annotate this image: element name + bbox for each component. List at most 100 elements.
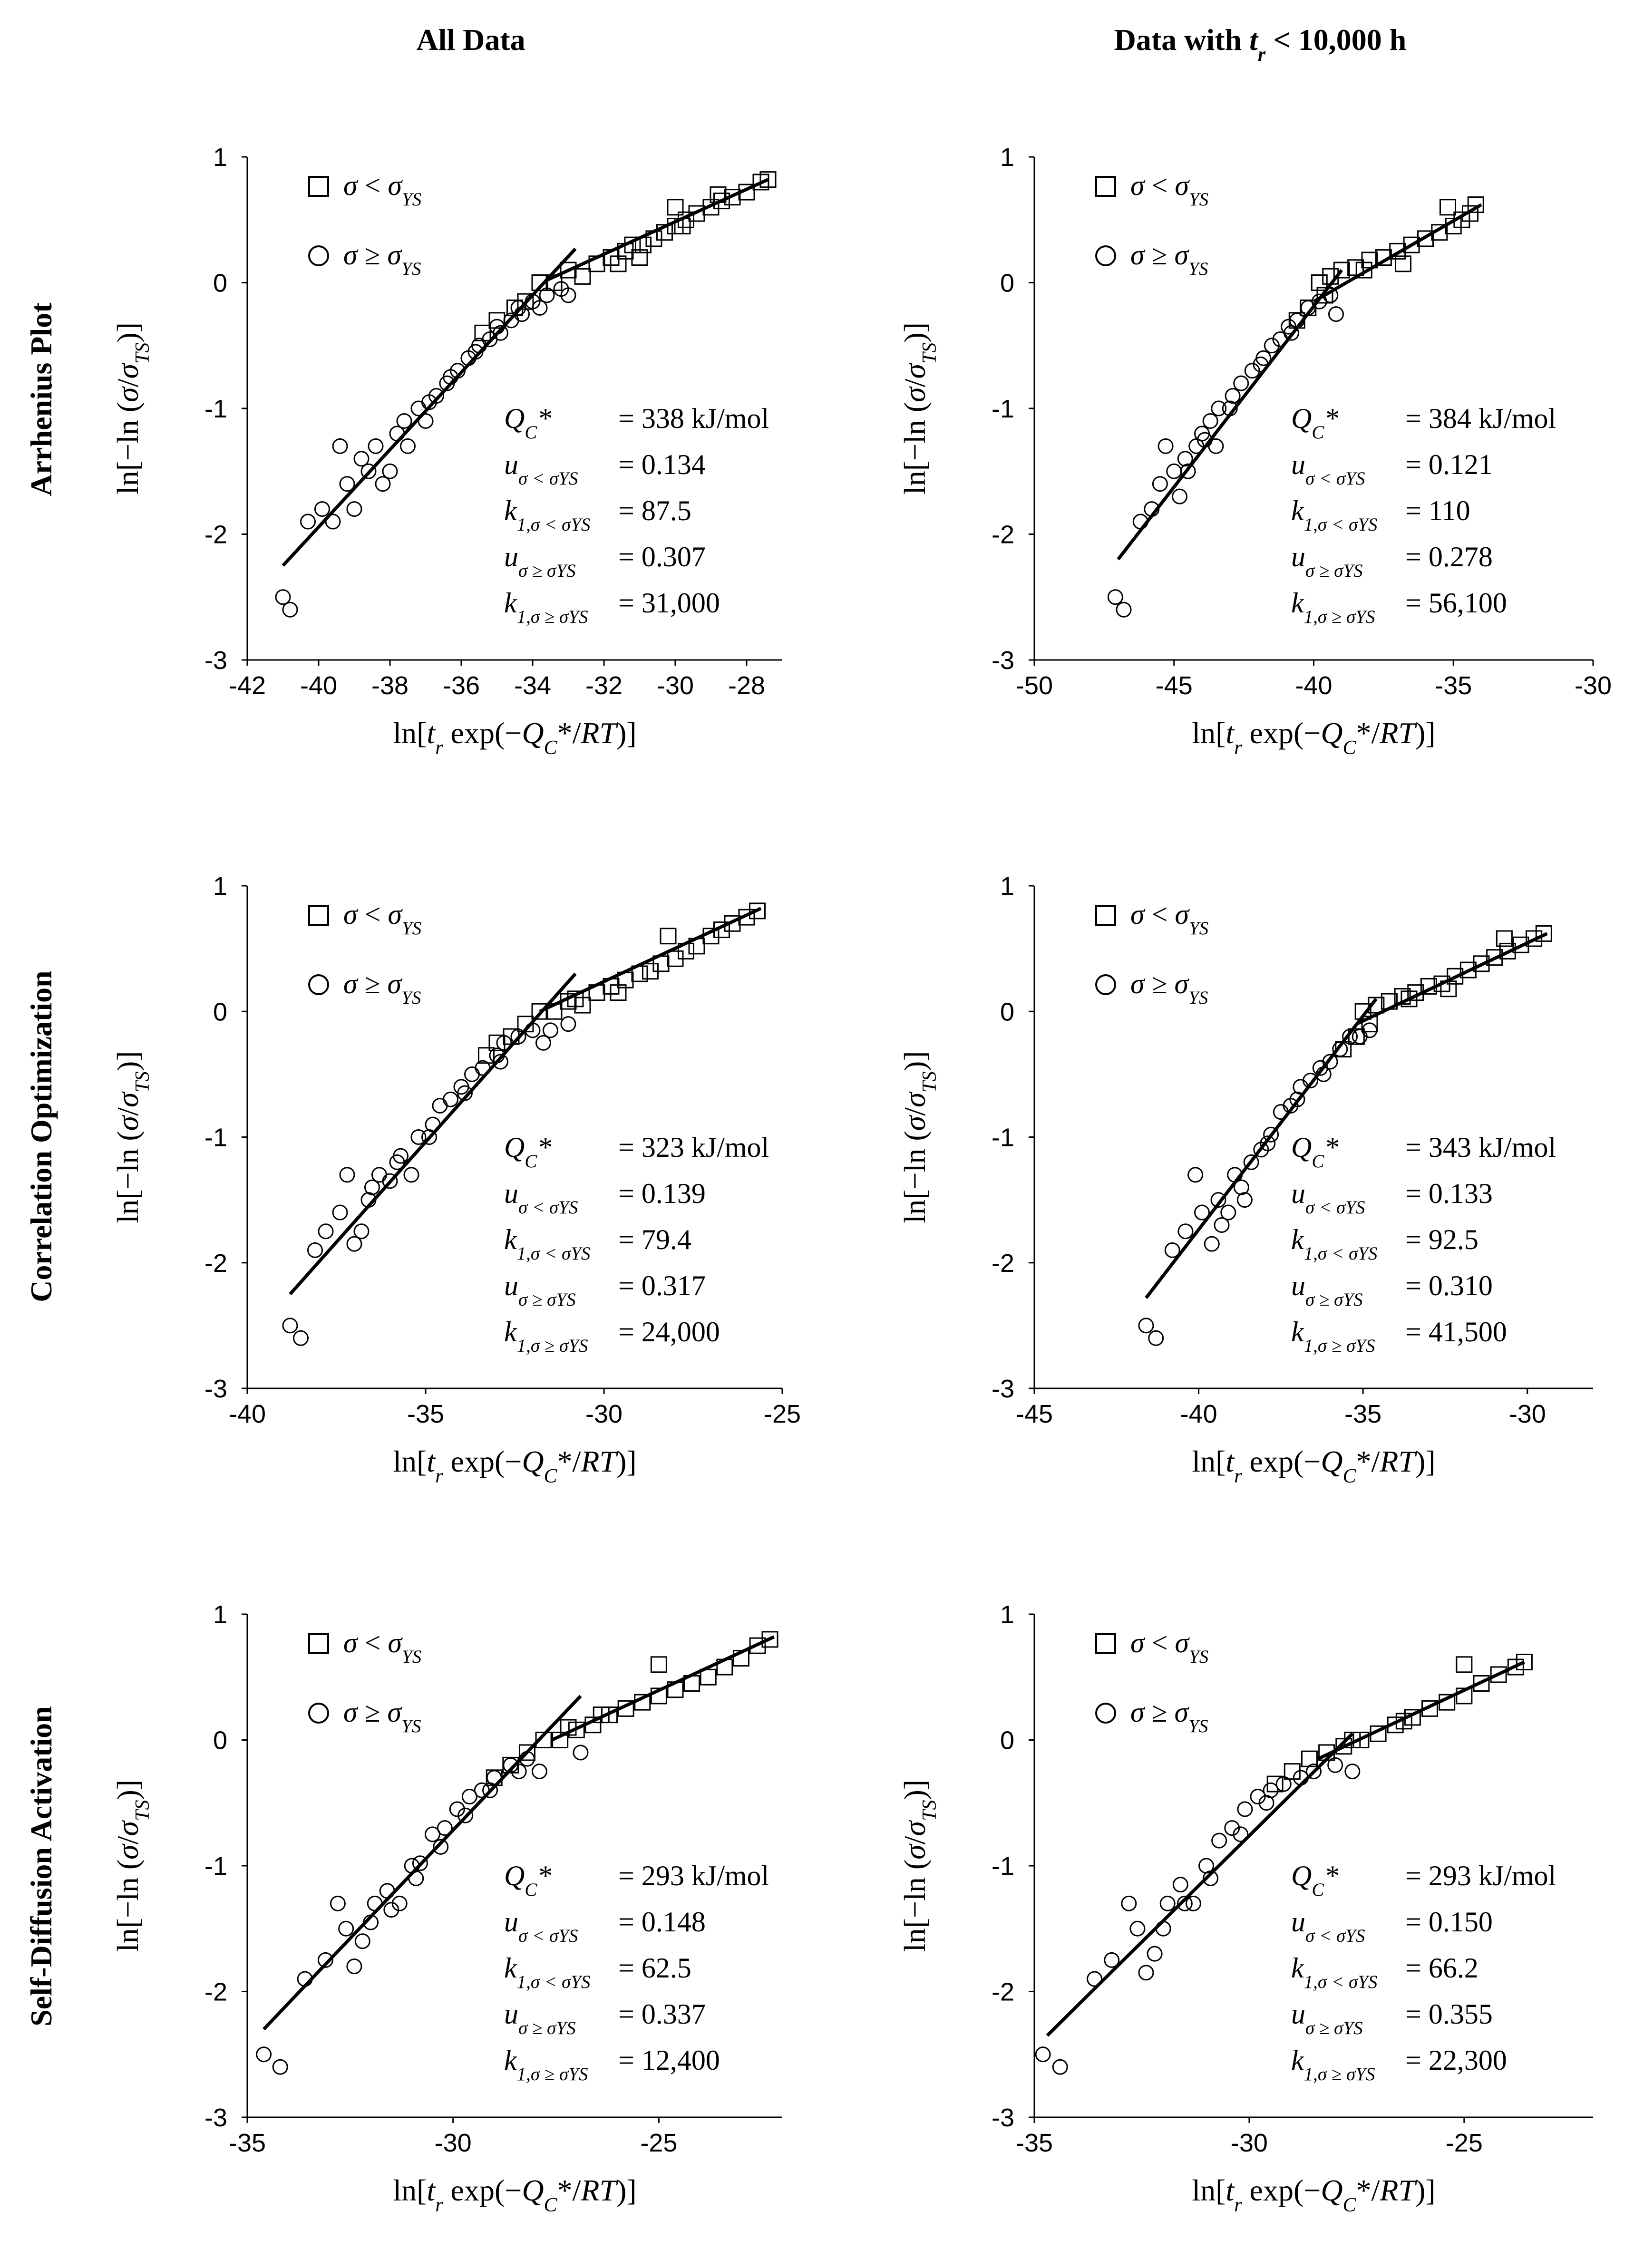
data-point-square [1355, 262, 1372, 279]
data-point-circle [325, 514, 341, 530]
data-point-circle [503, 1757, 519, 1773]
x-tick-label: -40 [229, 1400, 266, 1428]
data-point-circle [317, 1952, 333, 1968]
data-point-square [650, 1687, 667, 1705]
data-point-circle [1210, 1192, 1226, 1208]
y-tick-label: -3 [204, 646, 227, 675]
data-point-circle [461, 1789, 477, 1805]
data-point-circle [457, 1807, 474, 1823]
y-tick-label: -2 [992, 1978, 1014, 2006]
data-point-circle [560, 287, 576, 303]
y-tick-label: 1 [1000, 872, 1014, 901]
legend-circle-marker [1095, 245, 1116, 266]
annotation-value: = 0.148 [618, 1906, 706, 1938]
data-point-circle [1177, 1895, 1193, 1911]
data-point-square [634, 1694, 651, 1711]
data-point-square [688, 205, 705, 222]
data-point-circle [332, 1204, 348, 1221]
data-point-circle [1327, 1757, 1343, 1773]
x-tick-label: -50 [1016, 671, 1053, 700]
annotation-label: k1,σ ≥ σYS [1291, 1316, 1375, 1356]
annotation-label: uσ < σYS [1291, 449, 1365, 489]
data-point-circle [1328, 306, 1344, 322]
y-tick-label: 0 [1000, 269, 1014, 298]
y-axis-label: ln[−ln (σ/σTS)] [111, 1780, 154, 1952]
data-point-square [1462, 205, 1478, 222]
legend-circle-marker [1095, 974, 1116, 995]
annotation-value: = 87.5 [618, 495, 691, 526]
data-point-circle [1172, 488, 1187, 504]
x-axis-label: ln[tr exp(−QC*/RT)] [1192, 1444, 1435, 1487]
y-tick-label: 0 [213, 269, 227, 298]
data-point-square [1401, 990, 1418, 1008]
data-point-square [1348, 1028, 1365, 1045]
data-point-circle [1138, 1965, 1154, 1981]
data-point-circle [1233, 1826, 1249, 1842]
data-point-circle [532, 300, 548, 316]
data-point-circle [443, 1091, 458, 1107]
y-axis-label: ln[−ln (σ/σTS)] [898, 1780, 941, 1952]
data-point-circle [1172, 1877, 1188, 1893]
data-point-square [1368, 997, 1385, 1014]
annotation-label: k1,σ ≥ σYS [504, 2045, 588, 2084]
annotation-value: = 79.4 [618, 1224, 691, 1255]
data-point-circle [1148, 1330, 1164, 1346]
data-point-square [660, 928, 677, 945]
data-point-square [1361, 252, 1378, 269]
x-tick-label: -30 [1509, 1400, 1546, 1428]
y-tick-label: -2 [992, 521, 1014, 549]
data-point-circle [535, 1035, 551, 1051]
data-point-circle [1052, 2059, 1068, 2075]
x-tick-label: -35 [407, 1400, 444, 1428]
data-point-square [1395, 255, 1411, 272]
legend-circle-marker [308, 974, 329, 995]
legend-square-marker [1095, 176, 1116, 197]
annotation-value: = 12,400 [618, 2045, 720, 2076]
data-point-square [1335, 1738, 1352, 1755]
x-axis-label: ln[tr exp(−QC*/RT)] [1192, 716, 1435, 759]
data-point-circle [375, 476, 391, 492]
data-point-square [1333, 262, 1350, 279]
data-point-square [610, 984, 627, 1001]
data-point-square [1440, 980, 1457, 998]
row-title: Correlation Optimization [24, 970, 58, 1302]
data-point-circle [1204, 1236, 1220, 1252]
x-tick-label: -40 [1180, 1400, 1217, 1428]
data-point-circle [1138, 1318, 1154, 1334]
data-point-circle [467, 344, 484, 360]
data-point-square [650, 1656, 667, 1673]
data-point-circle [1187, 1167, 1204, 1183]
data-point-square [1439, 1694, 1456, 1711]
annotation-label: k1,σ ≥ σYS [1291, 2045, 1375, 2084]
y-axis-label: ln[−ln (σ/σTS)] [111, 322, 154, 494]
data-point-circle [412, 1855, 428, 1871]
data-point-square [635, 236, 652, 253]
data-point-circle [282, 601, 298, 618]
data-point-square [713, 193, 730, 210]
data-point-square [1361, 1016, 1378, 1033]
data-point-circle [382, 1173, 398, 1189]
fit-line [539, 907, 762, 1013]
data-point-circle [1177, 451, 1193, 467]
data-point-circle [272, 2059, 288, 2075]
data-point-circle [1342, 1028, 1358, 1045]
data-point-square [1456, 1687, 1473, 1705]
y-tick-label: -1 [204, 395, 227, 423]
data-point-circle [474, 1782, 490, 1798]
data-point-circle [1185, 1895, 1201, 1911]
y-tick-label: -3 [204, 1375, 227, 1403]
data-point-square [652, 955, 670, 972]
y-tick-label: -3 [992, 2103, 1014, 2132]
fit-line [1317, 1660, 1525, 1761]
data-point-circle [510, 1028, 526, 1045]
annotation-value: = 384 kJ/mol [1405, 403, 1556, 434]
data-point-circle [297, 1971, 313, 1987]
data-point-circle [1159, 1895, 1176, 1911]
data-point-circle [408, 1870, 424, 1886]
y-tick-label: 0 [1000, 998, 1014, 1026]
data-point-circle [1263, 1126, 1279, 1143]
fit-line [1313, 203, 1482, 303]
data-point-circle [363, 1914, 379, 1930]
annotation-value: = 0.121 [1405, 449, 1493, 480]
data-point-square [749, 902, 766, 920]
